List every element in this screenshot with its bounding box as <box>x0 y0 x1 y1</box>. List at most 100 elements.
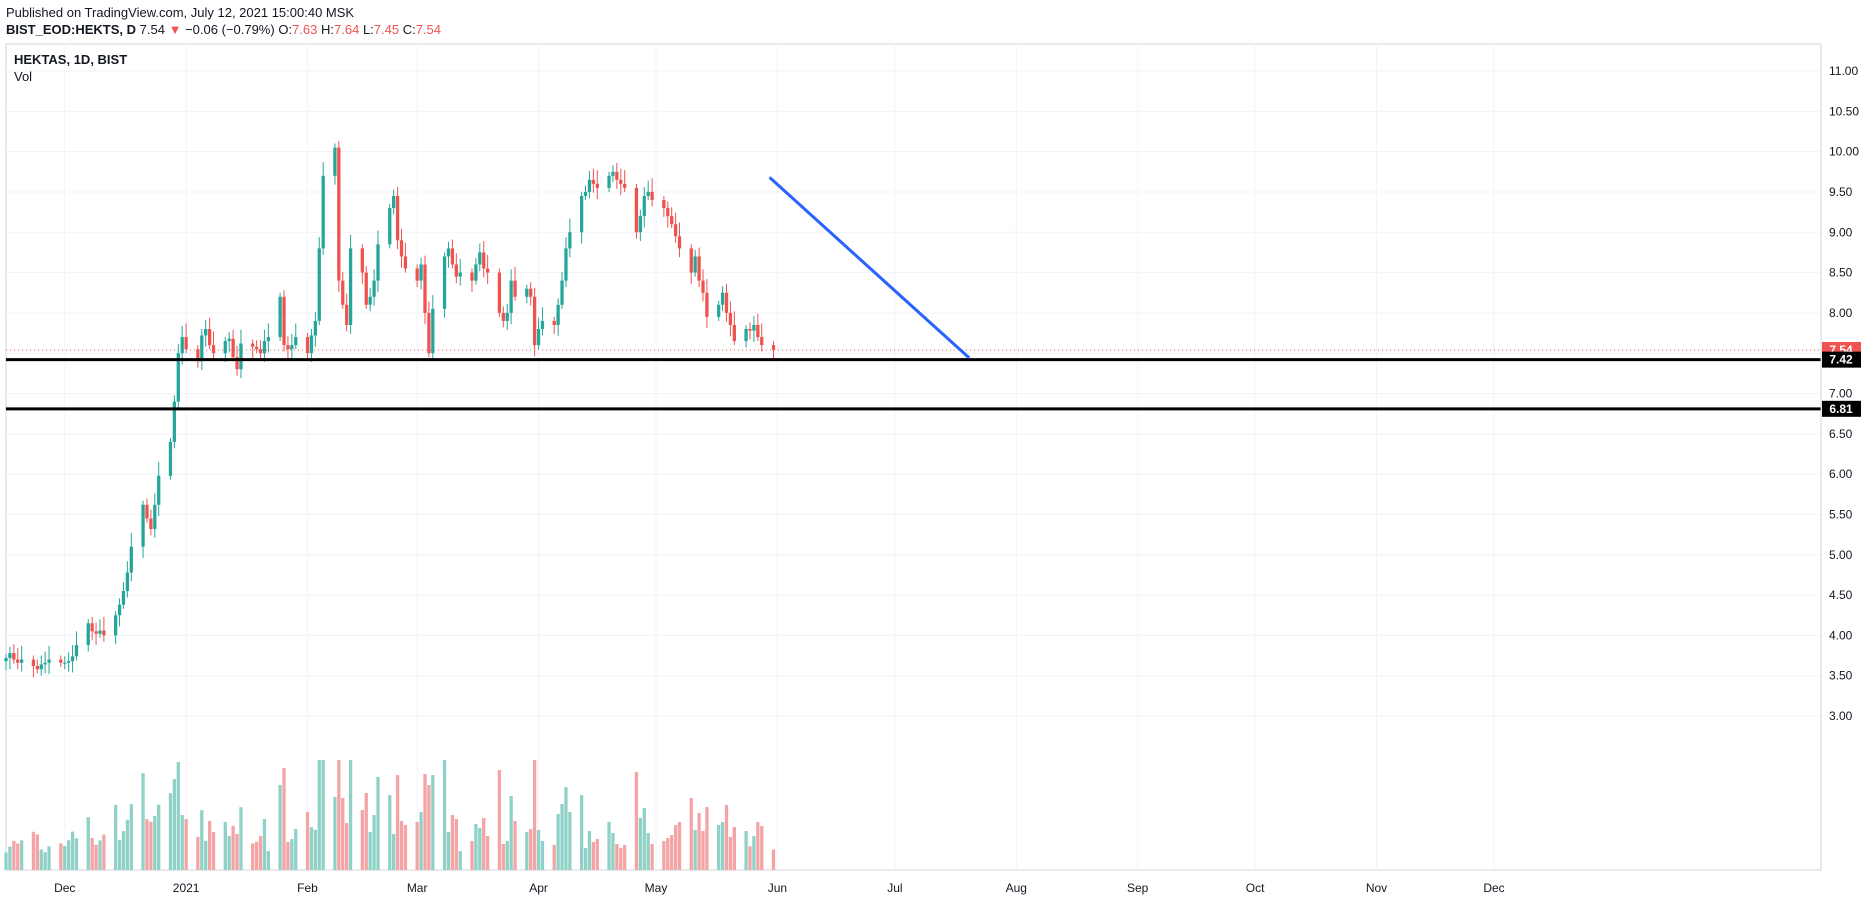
candle[interactable] <box>748 322 752 340</box>
candle[interactable] <box>670 207 674 229</box>
candle[interactable] <box>117 598 122 627</box>
candle[interactable] <box>497 268 502 317</box>
candle[interactable] <box>525 284 529 304</box>
candle[interactable] <box>196 345 200 368</box>
candle[interactable] <box>623 170 627 192</box>
candle[interactable] <box>278 292 282 342</box>
candle[interactable] <box>360 244 364 284</box>
candle[interactable] <box>341 271 345 309</box>
candle[interactable] <box>345 293 349 332</box>
candle[interactable] <box>529 282 533 306</box>
candle[interactable] <box>63 656 67 670</box>
candle[interactable] <box>642 187 646 228</box>
candle[interactable] <box>141 500 145 558</box>
trendline[interactable] <box>768 176 971 360</box>
candle[interactable] <box>560 271 564 309</box>
candle[interactable] <box>294 323 298 350</box>
candle[interactable] <box>579 191 584 244</box>
candle[interactable] <box>176 344 180 411</box>
candle[interactable] <box>35 659 39 674</box>
candle[interactable] <box>90 616 94 641</box>
candle[interactable] <box>760 323 764 352</box>
candle[interactable] <box>677 222 682 258</box>
candle[interactable] <box>403 242 408 273</box>
candle[interactable] <box>646 180 650 200</box>
symbol-name[interactable]: BIST_EOD:HEKTS, D <box>6 22 137 37</box>
candle[interactable] <box>67 652 71 672</box>
candle[interactable] <box>254 340 259 354</box>
candle[interactable] <box>482 241 486 278</box>
candle[interactable] <box>204 320 208 347</box>
candle[interactable] <box>423 255 427 325</box>
candle[interactable] <box>693 249 697 277</box>
candle[interactable] <box>149 509 153 536</box>
candle[interactable] <box>262 329 267 363</box>
candle[interactable] <box>172 395 177 449</box>
candle[interactable] <box>662 195 666 217</box>
candle[interactable] <box>536 317 541 350</box>
candle[interactable] <box>153 493 157 538</box>
candle[interactable] <box>634 183 639 239</box>
candle[interactable] <box>305 333 310 360</box>
candle[interactable] <box>180 325 184 365</box>
candle[interactable] <box>231 329 235 362</box>
candle[interactable] <box>376 230 380 292</box>
candle[interactable] <box>59 655 63 667</box>
candle[interactable] <box>125 561 130 598</box>
candle[interactable] <box>454 253 458 284</box>
candle[interactable] <box>309 329 314 363</box>
candle[interactable] <box>395 187 400 250</box>
candle[interactable] <box>337 141 341 292</box>
candle[interactable] <box>94 622 98 646</box>
candle[interactable] <box>478 243 482 271</box>
candle[interactable] <box>348 234 353 334</box>
candle[interactable] <box>442 252 447 318</box>
candle[interactable] <box>501 306 505 328</box>
candle[interactable] <box>86 619 90 652</box>
candle[interactable] <box>333 143 337 185</box>
candle[interactable] <box>286 336 290 359</box>
candle[interactable] <box>47 645 51 675</box>
candle[interactable] <box>239 329 243 379</box>
candle[interactable] <box>227 332 231 353</box>
candle[interactable] <box>611 165 615 183</box>
candle[interactable] <box>321 162 325 255</box>
candle[interactable] <box>399 229 404 268</box>
candle[interactable] <box>650 178 654 207</box>
candle[interactable] <box>121 582 126 609</box>
candle[interactable] <box>74 631 79 661</box>
candle[interactable] <box>20 645 24 672</box>
candle[interactable] <box>16 648 20 670</box>
candle[interactable] <box>98 619 102 638</box>
candle[interactable] <box>638 209 643 242</box>
candle[interactable] <box>470 268 474 292</box>
candle[interactable] <box>556 298 560 337</box>
candle[interactable] <box>732 311 736 346</box>
candle[interactable] <box>591 168 596 193</box>
candle[interactable] <box>266 323 271 353</box>
candle[interactable] <box>564 237 568 288</box>
candle[interactable] <box>728 301 733 337</box>
candle[interactable] <box>392 189 396 215</box>
support-levels[interactable] <box>6 358 1821 411</box>
candle[interactable] <box>705 279 709 329</box>
candle[interactable] <box>372 269 376 306</box>
candle[interactable] <box>446 241 451 268</box>
candle[interactable] <box>211 331 216 360</box>
candle[interactable] <box>724 283 729 322</box>
candle[interactable] <box>313 312 317 347</box>
candle[interactable] <box>251 339 255 359</box>
candle[interactable] <box>568 218 572 258</box>
price-axis[interactable]: 11.0010.5010.009.509.008.508.007.507.006… <box>1829 64 1859 723</box>
candle[interactable] <box>39 655 43 676</box>
candle[interactable] <box>129 532 133 582</box>
candle[interactable] <box>258 340 263 360</box>
candle[interactable] <box>587 170 592 199</box>
candle[interactable] <box>485 254 490 284</box>
candle[interactable] <box>771 341 776 359</box>
candle[interactable] <box>431 295 435 360</box>
candle[interactable] <box>450 239 455 269</box>
candle[interactable] <box>31 655 36 678</box>
candle[interactable] <box>583 185 588 200</box>
